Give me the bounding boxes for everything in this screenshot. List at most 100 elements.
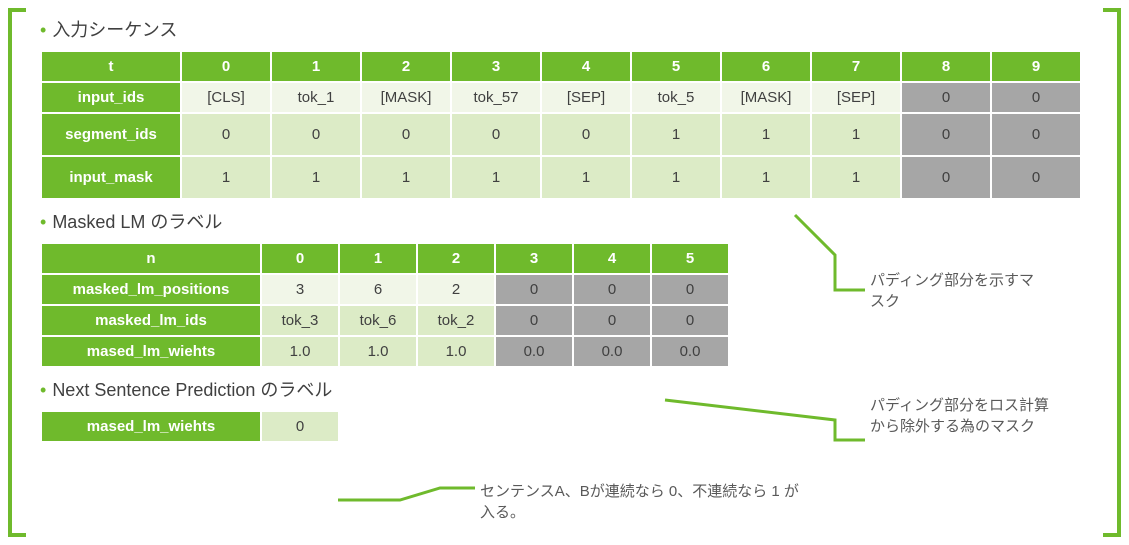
t2-row-weights: mased_lm_wiehts 1.0 1.0 1.0 0.0 0.0 0.0 — [41, 336, 729, 367]
t2-col-1: 1 — [339, 243, 417, 274]
t2-r2-c1: 1.0 — [339, 336, 417, 367]
t1-col-3: 3 — [451, 51, 541, 82]
t2-r1-c4: 0 — [573, 305, 651, 336]
t1-r0-c9: 0 — [991, 82, 1081, 113]
content-area: • 入力シーケンス t 0 1 2 3 4 5 6 7 8 9 input_ids… — [40, 10, 1089, 451]
t1-col-7: 7 — [811, 51, 901, 82]
t1-r2-c1: 1 — [271, 156, 361, 199]
table1-header-row: t 0 1 2 3 4 5 6 7 8 9 — [41, 51, 1081, 82]
t2-row-ids: masked_lm_ids tok_3 tok_6 tok_2 0 0 0 — [41, 305, 729, 336]
t1-r1-c7: 1 — [811, 113, 901, 156]
table-nsp: mased_lm_wiehts 0 — [40, 410, 340, 443]
t2-r2-c2: 1.0 — [417, 336, 495, 367]
t2-r0-label: masked_lm_positions — [41, 274, 261, 305]
t2-corner: n — [41, 243, 261, 274]
t2-col-5: 5 — [651, 243, 729, 274]
t2-r0-c2: 2 — [417, 274, 495, 305]
t1-r0-c0: [CLS] — [181, 82, 271, 113]
note-padding-mask: パディング部分を示すマスク — [870, 270, 1040, 312]
t1-col-9: 9 — [991, 51, 1081, 82]
t2-r0-c1: 6 — [339, 274, 417, 305]
table-input-sequence: t 0 1 2 3 4 5 6 7 8 9 input_ids [CLS] to… — [40, 50, 1082, 200]
t2-r1-label: masked_lm_ids — [41, 305, 261, 336]
t1-col-4: 4 — [541, 51, 631, 82]
t1-r0-c4: [SEP] — [541, 82, 631, 113]
t2-col-0: 0 — [261, 243, 339, 274]
t2-r0-c0: 3 — [261, 274, 339, 305]
section2-title-text: Masked LM のラベル — [52, 212, 222, 232]
t2-col-4: 4 — [573, 243, 651, 274]
t2-r1-c1: tok_6 — [339, 305, 417, 336]
t3-row: mased_lm_wiehts 0 — [41, 411, 339, 442]
t1-col-2: 2 — [361, 51, 451, 82]
bracket-left — [8, 8, 26, 537]
t1-r2-c2: 1 — [361, 156, 451, 199]
t1-r0-c1: tok_1 — [271, 82, 361, 113]
t2-r1-c3: 0 — [495, 305, 573, 336]
t2-r2-c5: 0.0 — [651, 336, 729, 367]
t2-r2-c0: 1.0 — [261, 336, 339, 367]
t2-r0-c5: 0 — [651, 274, 729, 305]
t3-label: mased_lm_wiehts — [41, 411, 261, 442]
bullet-icon: • — [40, 212, 46, 232]
note-nsp: センテンスA、Bが連続なら 0、不連続なら 1 が入る。 — [480, 481, 800, 523]
t1-col-0: 0 — [181, 51, 271, 82]
t2-r1-c5: 0 — [651, 305, 729, 336]
section1-title: • 入力シーケンス — [40, 16, 1089, 42]
t1-row-input-ids: input_ids [CLS] tok_1 [MASK] tok_57 [SEP… — [41, 82, 1081, 113]
t1-r1-c5: 1 — [631, 113, 721, 156]
t2-row-positions: masked_lm_positions 3 6 2 0 0 0 — [41, 274, 729, 305]
t1-r0-c2: [MASK] — [361, 82, 451, 113]
bullet-icon: • — [40, 20, 46, 40]
t1-r0-c7: [SEP] — [811, 82, 901, 113]
section3-title-text: Next Sentence Prediction のラベル — [52, 380, 332, 400]
bullet-icon: • — [40, 380, 46, 400]
t2-r1-c2: tok_2 — [417, 305, 495, 336]
t1-r1-c0: 0 — [181, 113, 271, 156]
t1-r2-c0: 1 — [181, 156, 271, 199]
t1-r0-c6: [MASK] — [721, 82, 811, 113]
section1-title-text: 入力シーケンス — [52, 20, 177, 40]
section2-title: • Masked LM のラベル — [40, 208, 1089, 234]
t1-r0-c3: tok_57 — [451, 82, 541, 113]
t1-corner: t — [41, 51, 181, 82]
t1-r2-c8: 0 — [901, 156, 991, 199]
t1-r1-c8: 0 — [901, 113, 991, 156]
note-loss-mask: パディング部分をロス計算から除外する為のマスク — [870, 395, 1050, 437]
t1-r0-label: input_ids — [41, 82, 181, 113]
t2-col-2: 2 — [417, 243, 495, 274]
t1-r2-label: input_mask — [41, 156, 181, 199]
t2-r2-c3: 0.0 — [495, 336, 573, 367]
t1-r2-c3: 1 — [451, 156, 541, 199]
t2-r2-label: mased_lm_wiehts — [41, 336, 261, 367]
t2-col-3: 3 — [495, 243, 573, 274]
t1-r2-c4: 1 — [541, 156, 631, 199]
t2-r2-c4: 0.0 — [573, 336, 651, 367]
t1-col-5: 5 — [631, 51, 721, 82]
t1-col-1: 1 — [271, 51, 361, 82]
t1-r1-c2: 0 — [361, 113, 451, 156]
t1-col-6: 6 — [721, 51, 811, 82]
t1-r0-c5: tok_5 — [631, 82, 721, 113]
t1-r1-c1: 0 — [271, 113, 361, 156]
t2-r0-c4: 0 — [573, 274, 651, 305]
t1-row-input-mask: input_mask 1 1 1 1 1 1 1 1 0 0 — [41, 156, 1081, 199]
t1-r1-c6: 1 — [721, 113, 811, 156]
t1-r1-label: segment_ids — [41, 113, 181, 156]
t1-r0-c8: 0 — [901, 82, 991, 113]
t2-header-row: n 0 1 2 3 4 5 — [41, 243, 729, 274]
t1-col-8: 8 — [901, 51, 991, 82]
table-masked-lm: n 0 1 2 3 4 5 masked_lm_positions 3 6 2 … — [40, 242, 730, 368]
t1-r1-c3: 0 — [451, 113, 541, 156]
t1-r2-c6: 1 — [721, 156, 811, 199]
bracket-right — [1103, 8, 1121, 537]
t1-row-segment-ids: segment_ids 0 0 0 0 0 1 1 1 0 0 — [41, 113, 1081, 156]
t3-c0: 0 — [261, 411, 339, 442]
t1-r2-c5: 1 — [631, 156, 721, 199]
t1-r2-c9: 0 — [991, 156, 1081, 199]
t2-r1-c0: tok_3 — [261, 305, 339, 336]
t2-r0-c3: 0 — [495, 274, 573, 305]
t1-r1-c9: 0 — [991, 113, 1081, 156]
t1-r2-c7: 1 — [811, 156, 901, 199]
t1-r1-c4: 0 — [541, 113, 631, 156]
